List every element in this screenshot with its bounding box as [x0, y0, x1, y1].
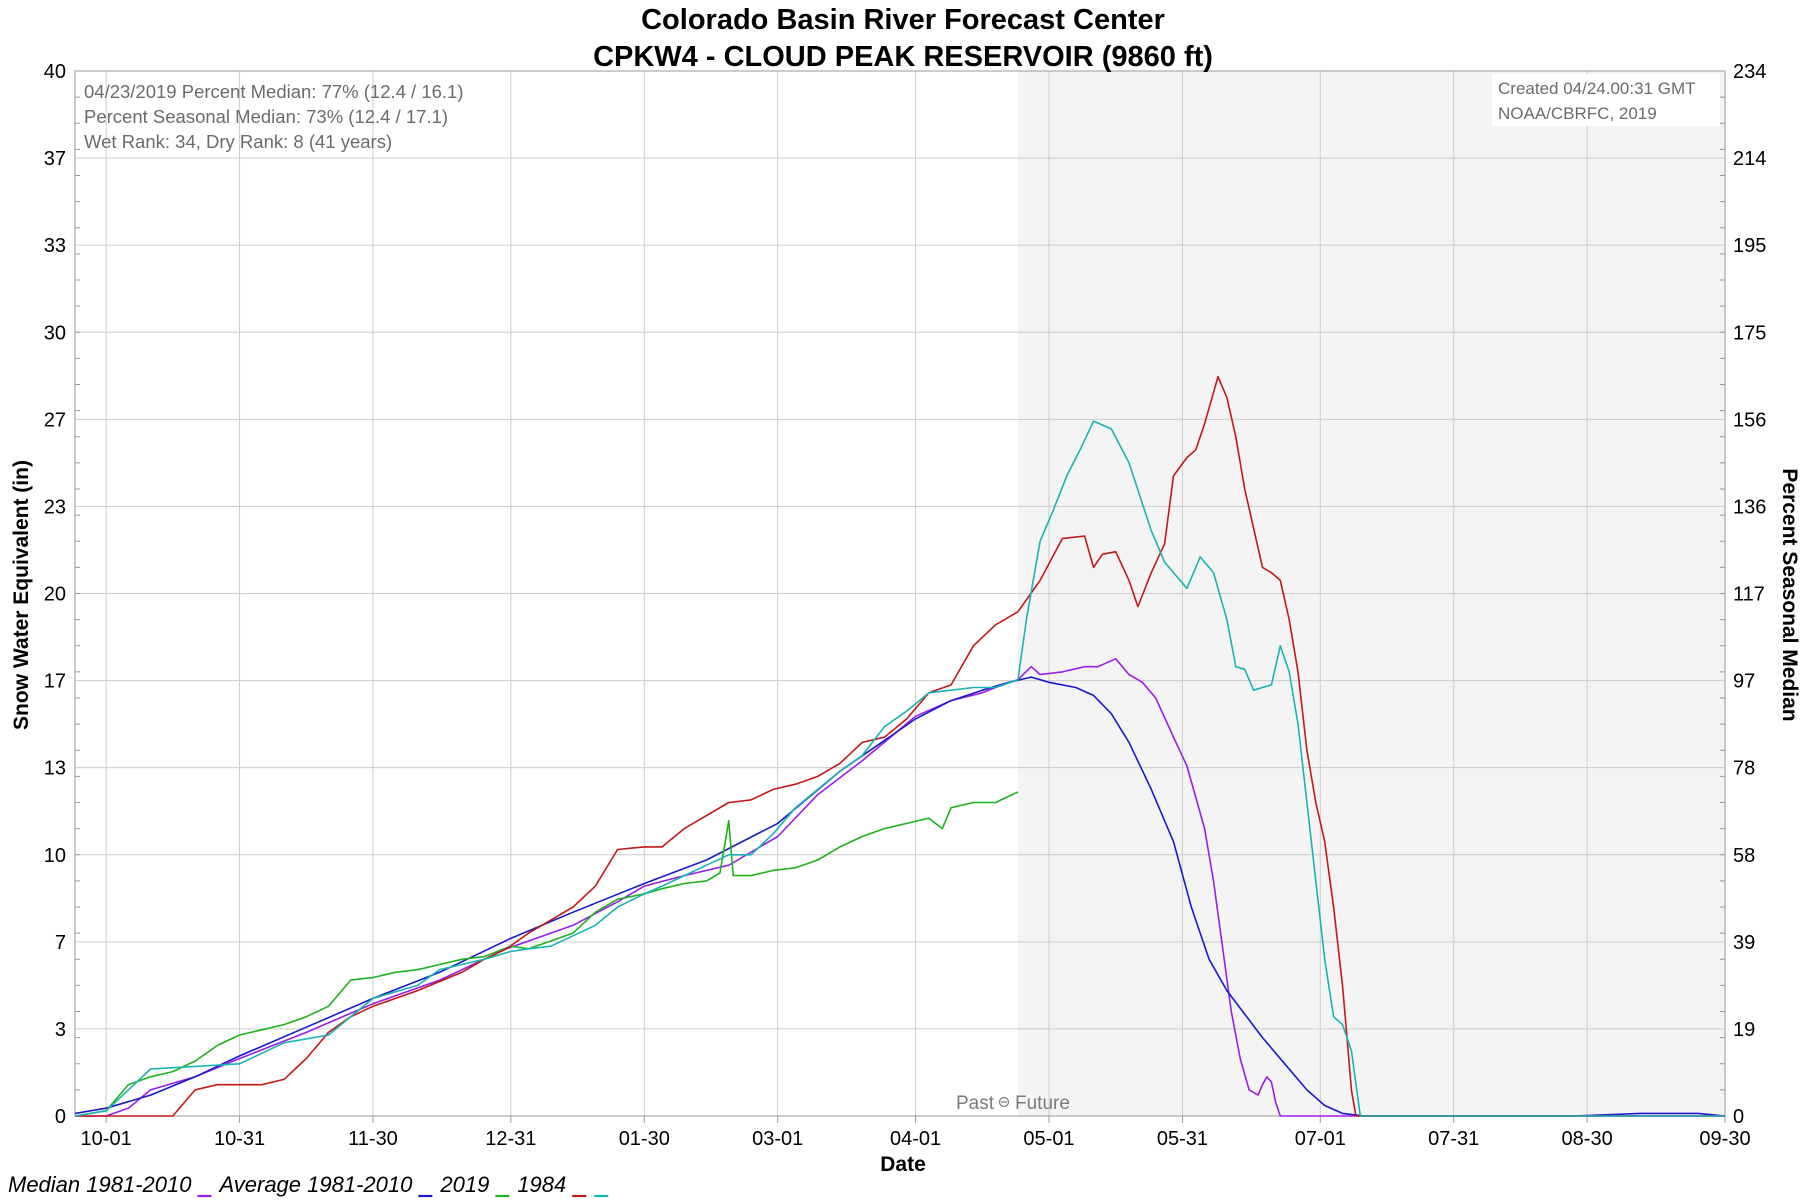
y-tick-label: 33 — [44, 235, 66, 257]
past-future-divider-icon — [998, 1096, 1010, 1108]
past-label: Past — [956, 1093, 995, 1114]
y2-tick-label: 117 — [1733, 584, 1765, 606]
x-tick-label: 05-31 — [1157, 1128, 1208, 1150]
x-axis-label: Date — [880, 1153, 926, 1176]
y2-tick-label: 214 — [1733, 148, 1766, 170]
plot-frame — [74, 70, 1726, 1117]
legend-label: 1984 — [517, 1172, 566, 1197]
x-tick-label: 07-31 — [1428, 1128, 1479, 1150]
info-line: 04/23/2019 Percent Median: 77% (12.4 / 1… — [84, 81, 464, 102]
y2-tick-label: 19 — [1733, 1019, 1755, 1041]
y-tick-label: 40 — [44, 61, 66, 83]
x-tick-label: 05-01 — [1023, 1128, 1074, 1150]
created-info-box — [1492, 74, 1720, 126]
y2-tick-label: 58 — [1733, 845, 1755, 867]
chart-title: Colorado Basin River Forecast Center — [641, 4, 1165, 36]
y2-tick-label: 234 — [1733, 61, 1766, 83]
x-tick-label: 03-01 — [752, 1128, 803, 1150]
y-tick-label: 20 — [44, 584, 66, 606]
y2-tick-label: 39 — [1733, 932, 1755, 954]
y-tick-label: 37 — [44, 148, 66, 170]
y-tick-label: 13 — [44, 758, 66, 780]
y2-tick-labels: 0 19 39 58 78 97 117 136 156 175 195 214 234 — [1733, 61, 1766, 1128]
x-tick-label: 07-01 — [1295, 1128, 1346, 1150]
y-tick-label: 30 — [44, 322, 66, 344]
y2-axis-label: Percent Seasonal Median — [1778, 468, 1800, 721]
series-line-2 — [74, 676, 1726, 1117]
series-line-5 — [74, 420, 1725, 1117]
legend-label: Average 1981-2010 — [217, 1172, 413, 1197]
x-tick-label: 10-31 — [214, 1128, 265, 1150]
grid-lines — [75, 71, 1726, 1123]
y2-tick-label: 136 — [1733, 496, 1766, 518]
series-line-3 — [74, 791, 1019, 1117]
y-tick-label: 3 — [55, 1019, 66, 1041]
legend-label: 2019 — [439, 1172, 489, 1197]
y-tick-label: 0 — [55, 1106, 66, 1128]
stats-info-box: 04/23/2019 Percent Median: 77% (12.4 / 1… — [84, 81, 464, 152]
y2-tick-label: 78 — [1733, 758, 1755, 780]
y-tick-label: 10 — [44, 845, 66, 867]
past-future-marker: Past Future — [956, 1093, 1070, 1114]
created-line: Created 04/24.00:31 GMT — [1498, 79, 1696, 98]
chart-subtitle: CPKW4 - CLOUD PEAK RESERVOIR (9860 ft) — [593, 41, 1213, 73]
future-label: Future — [1015, 1093, 1070, 1114]
y2-tick-label: 97 — [1733, 671, 1755, 693]
info-line: Percent Seasonal Median: 73% (12.4 / 17.… — [84, 106, 448, 127]
y2-tick-label: 156 — [1733, 409, 1766, 431]
y-tick-label: 27 — [44, 409, 66, 431]
series-line-1 — [75, 658, 1725, 1117]
x-tick-label: 08-30 — [1562, 1128, 1613, 1150]
y-axis-label: Snow Water Equivalent (in) — [10, 460, 33, 730]
created-info-text: Created 04/24.00:31 GMT NOAA/CBRFC, 2019 — [1498, 79, 1696, 123]
x-tick-labels: 10-01 10-31 11-30 12-31 01-30 03-01 04-01 05-01… — [81, 1128, 1751, 1150]
x-tick-label: 12-31 — [485, 1128, 536, 1150]
y2-tick-label: 0 — [1733, 1106, 1744, 1128]
x-tick-label: 11-30 — [348, 1128, 398, 1150]
y-tick-label: 7 — [55, 932, 66, 954]
x-tick-label: 09-30 — [1699, 1128, 1750, 1150]
x-tick-label: 10-01 — [81, 1128, 132, 1150]
y2-tick-label: 195 — [1733, 235, 1766, 257]
series-line-4 — [75, 375, 1725, 1117]
info-line: Wet Rank: 34, Dry Rank: 8 (41 years) — [84, 131, 392, 152]
created-line: NOAA/CBRFC, 2019 — [1498, 104, 1657, 123]
y-tick-label: 17 — [44, 671, 66, 693]
legend: Median 1981-2010 Average 1981-2010 2019 198… — [8, 1172, 609, 1198]
y-tick-label: 23 — [44, 496, 66, 518]
x-tick-label: 04-01 — [890, 1128, 941, 1150]
y2-tick-label: 175 — [1733, 322, 1766, 344]
x-tick-label: 01-30 — [619, 1128, 670, 1150]
series-layer — [74, 375, 1726, 1117]
legend-label: Median 1981-2010 — [8, 1172, 192, 1197]
